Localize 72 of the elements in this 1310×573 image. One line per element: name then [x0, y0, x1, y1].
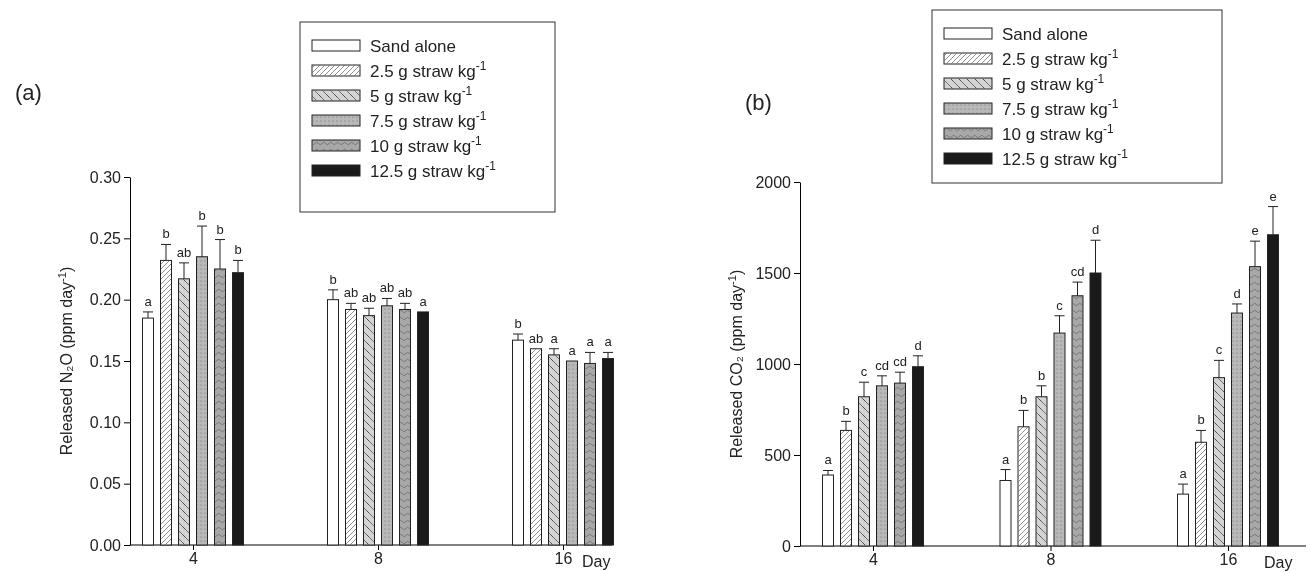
legend-label: Sand alone [1002, 25, 1089, 44]
x-tick-label: 16 [1219, 551, 1238, 569]
x-axis-title: Day [582, 553, 611, 570]
data-label: a [550, 330, 559, 346]
data-label: b [234, 242, 242, 258]
legend-label: 10 g straw kg$^{-1}$ [1002, 122, 1115, 144]
legend-label: 5 g straw kg$^{-1}$ [370, 84, 473, 106]
y-tick-label: 500 [764, 446, 792, 464]
data-label: cd [875, 357, 889, 373]
legend-label: 2.5 g straw kg$^{-1}$ [370, 59, 487, 81]
legend-label: 12.5 g straw kg$^{-1}$ [370, 159, 497, 181]
y-tick-label: 0.00 [89, 536, 122, 554]
y-tick-label: 0.15 [89, 352, 122, 370]
y-tick-label: 0.30 [89, 168, 122, 186]
chart-title: (a) [15, 80, 42, 105]
x-tick-label: 8 [1046, 551, 1056, 569]
data-label: c [1056, 297, 1064, 313]
y-tick-label: 0 [782, 537, 792, 555]
data-label: a [604, 334, 613, 350]
bar [417, 311, 429, 546]
data-label: cd [1070, 264, 1085, 280]
y-tick-label: 0.20 [89, 291, 122, 309]
data-label: ab [379, 280, 395, 296]
y-tick-label: 1000 [755, 355, 792, 373]
data-label: e [1269, 188, 1277, 204]
data-label: a [1179, 466, 1188, 482]
data-label: a [568, 343, 577, 358]
data-label: c [860, 364, 868, 380]
data-label: c [1215, 342, 1223, 358]
data-label: a [586, 334, 595, 350]
y-tick-label: 0.05 [89, 475, 122, 493]
data-label: ab [343, 285, 359, 301]
data-label: b [514, 316, 522, 332]
legend-label: 7.5 g straw kg$^{-1}$ [1002, 97, 1119, 119]
x-axis-title: Day [1264, 554, 1293, 571]
data-label: b [216, 221, 224, 237]
data-label: b [1197, 412, 1205, 428]
data-label: d [1233, 285, 1241, 301]
x-tick-label: 8 [374, 550, 384, 568]
legend-label: 12.5 g straw kg$^{-1}$ [1002, 147, 1129, 169]
data-label: d [914, 337, 922, 353]
data-label: ab [528, 330, 544, 346]
legend-label: 2.5 g straw kg$^{-1}$ [1002, 47, 1119, 69]
x-tick-label: 16 [554, 550, 573, 568]
chart-title: (b) [745, 90, 772, 115]
y-tick-label: 2000 [755, 173, 792, 191]
data-label: b [1019, 392, 1028, 408]
data-label: b [198, 208, 206, 224]
data-label: b [162, 226, 170, 242]
legend-label: 5 g straw kg$^{-1}$ [1002, 72, 1105, 94]
y-tick-label: 0.10 [89, 413, 122, 431]
data-label: ab [176, 244, 192, 260]
data-label: ab [397, 285, 413, 301]
legend-label: 10 g straw kg$^{-1}$ [370, 134, 483, 156]
data-label: b [329, 271, 337, 287]
legend-label: Sand alone [370, 37, 457, 56]
data-label: e [1251, 223, 1259, 239]
bar [822, 474, 834, 547]
y-tick-label: 1500 [755, 264, 792, 282]
x-tick-label: 4 [869, 551, 879, 569]
data-label: a [419, 293, 428, 309]
data-label: b [842, 403, 850, 419]
data-label: ab [361, 290, 377, 306]
data-label: a [824, 452, 833, 468]
data-label: b [1037, 367, 1046, 383]
x-tick-label: 4 [189, 550, 199, 568]
legend-label: 7.5 g straw kg$^{-1}$ [370, 109, 487, 131]
data-label: cd [893, 354, 907, 370]
data-label: a [144, 293, 153, 309]
y-tick-label: 0.25 [89, 229, 122, 247]
data-label: a [1001, 451, 1010, 467]
data-label: d [1091, 222, 1100, 238]
